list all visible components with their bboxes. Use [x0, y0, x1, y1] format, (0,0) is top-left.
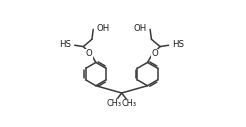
- Text: OH: OH: [96, 24, 110, 33]
- Text: O: O: [151, 49, 158, 58]
- Text: HS: HS: [59, 40, 71, 49]
- Text: CH₃: CH₃: [122, 99, 137, 108]
- Text: CH₃: CH₃: [107, 99, 122, 108]
- Text: OH: OH: [134, 24, 147, 33]
- Text: O: O: [86, 49, 92, 58]
- Text: HS: HS: [172, 40, 184, 49]
